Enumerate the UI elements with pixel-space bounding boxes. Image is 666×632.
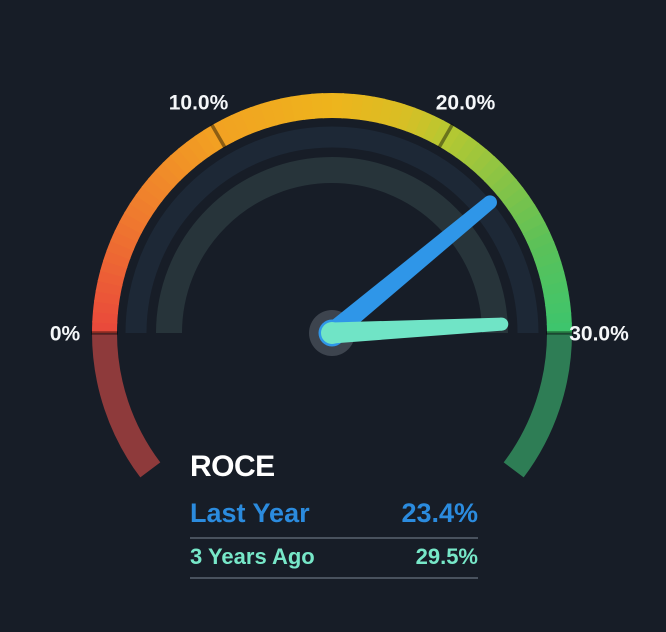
gauge-arc-segment xyxy=(169,148,196,175)
gauge-arc-segment xyxy=(546,312,572,326)
gauge-arc-segment xyxy=(103,249,131,269)
gauge-arc-segment xyxy=(92,310,118,324)
gauge-tick-label-30: 30.0% xyxy=(569,323,629,346)
needle-last-year xyxy=(325,196,495,341)
gauge-arc-segment xyxy=(162,154,188,182)
gauge-arc-segment xyxy=(378,98,396,126)
gauge-arc-segment xyxy=(269,98,287,126)
gauge-arc-segment xyxy=(462,142,488,170)
gauge-arc-segment xyxy=(477,156,503,183)
gauge-tick-label-0: 0% xyxy=(50,323,81,346)
gauge-arc-below-min xyxy=(92,332,161,478)
gauge-arc-segment xyxy=(534,250,562,270)
gauge-arc-segment xyxy=(545,301,572,316)
gauge-track-3-years-ago xyxy=(156,157,508,334)
gauge-arc-segment xyxy=(396,104,416,132)
needle-last-year-tip-cap xyxy=(482,195,497,210)
gauge-arc-segment xyxy=(185,135,210,163)
legend-row-last-year: Last Year 23.4% xyxy=(190,496,478,539)
gauge-tick-label-10: 10.0% xyxy=(169,91,229,114)
gauge-arc-segment xyxy=(470,149,496,176)
legend-value-3-years-ago: 29.5% xyxy=(415,544,478,569)
gauge-arc-segment xyxy=(369,96,386,124)
gauge-arc-segment xyxy=(341,93,355,119)
gauge-track-last-year xyxy=(125,126,539,334)
gauge-arc-segment xyxy=(240,106,260,135)
gauge-arc-segment xyxy=(259,100,278,128)
gauge-arc-segment xyxy=(541,281,569,298)
legend-label-last-year: Last Year xyxy=(190,498,310,528)
gauge-arc-segment xyxy=(100,259,128,278)
gauge-tick-label-20: 20.0% xyxy=(436,91,496,114)
gauge-legend-panel: ROCE Last Year 23.4% 3 Years Ago 29.5% xyxy=(190,452,478,579)
gauge-arc-segment xyxy=(405,107,426,135)
gauge-arc-segment xyxy=(350,93,365,121)
gauge-arc-segment xyxy=(129,193,157,218)
gauge-arc-segment xyxy=(422,115,445,144)
gauge-arc-segment xyxy=(387,101,406,129)
gauge-arc-segment xyxy=(530,241,559,261)
gauge-arc-segment xyxy=(447,130,472,158)
gauge-arc-segment xyxy=(280,96,297,124)
gauge-arc-segment xyxy=(106,239,134,260)
gauge-arc-segment xyxy=(124,202,152,226)
needle-3-years-ago xyxy=(331,317,503,344)
needle-3-years-ago-tip-cap xyxy=(495,317,509,331)
gauge-tick-20 xyxy=(437,123,455,149)
gauge-arc-segment xyxy=(490,170,517,197)
gauge-arc-segment xyxy=(230,110,252,139)
gauge-arc-segment xyxy=(496,178,524,204)
gauge-arc-segment xyxy=(119,211,147,234)
gauge-arc-segment xyxy=(155,162,182,188)
gauge-arc-segment xyxy=(502,186,530,211)
gauge-arc-segment xyxy=(177,141,203,169)
gauge-arc-segment xyxy=(518,213,546,236)
gauge-arc-above-max xyxy=(503,332,572,478)
gauge-arc-segment xyxy=(513,204,541,227)
legend-label-3-years-ago: 3 Years Ago xyxy=(190,544,315,569)
gauge-arc-segment xyxy=(95,279,123,296)
gauge-arc-segment xyxy=(311,93,325,119)
gauge-arc-segment xyxy=(114,220,143,243)
gauge-arc-segment xyxy=(290,94,306,122)
gauge-arc-segment xyxy=(221,114,243,143)
gauge-arc-segment xyxy=(522,222,551,244)
gauge-arc-segment xyxy=(414,111,435,139)
gauge-arc-segment xyxy=(359,95,376,122)
page-title: ROCE xyxy=(190,450,275,483)
gauge-arc-segment xyxy=(148,169,175,195)
gauge-arc-segment xyxy=(97,269,125,287)
gauge-arc-segment xyxy=(94,289,121,306)
gauge-arc-segment xyxy=(543,291,571,307)
gauge-arc-segment xyxy=(194,129,218,157)
gauge-arc-segment xyxy=(483,163,511,189)
gauge-arc-segment xyxy=(135,185,163,210)
gauge-arc-segment xyxy=(537,260,565,279)
gauge-arc-segment xyxy=(92,300,120,315)
gauge-tick-10 xyxy=(209,123,227,149)
legend-row-3-years-ago: 3 Years Ago 29.5% xyxy=(190,539,478,579)
legend-value-last-year: 23.4% xyxy=(401,498,478,528)
gauge-arc-segment xyxy=(249,103,269,131)
gauge-arc-segment xyxy=(526,231,555,253)
gauge-arc-segment xyxy=(300,93,315,120)
gauge-arc-segment xyxy=(141,177,169,203)
gauge-arc-segment xyxy=(455,136,480,164)
gauge-arc-segment xyxy=(539,270,567,288)
gauge-arc-segment xyxy=(508,195,536,219)
gauge-arc-segment xyxy=(110,230,138,251)
